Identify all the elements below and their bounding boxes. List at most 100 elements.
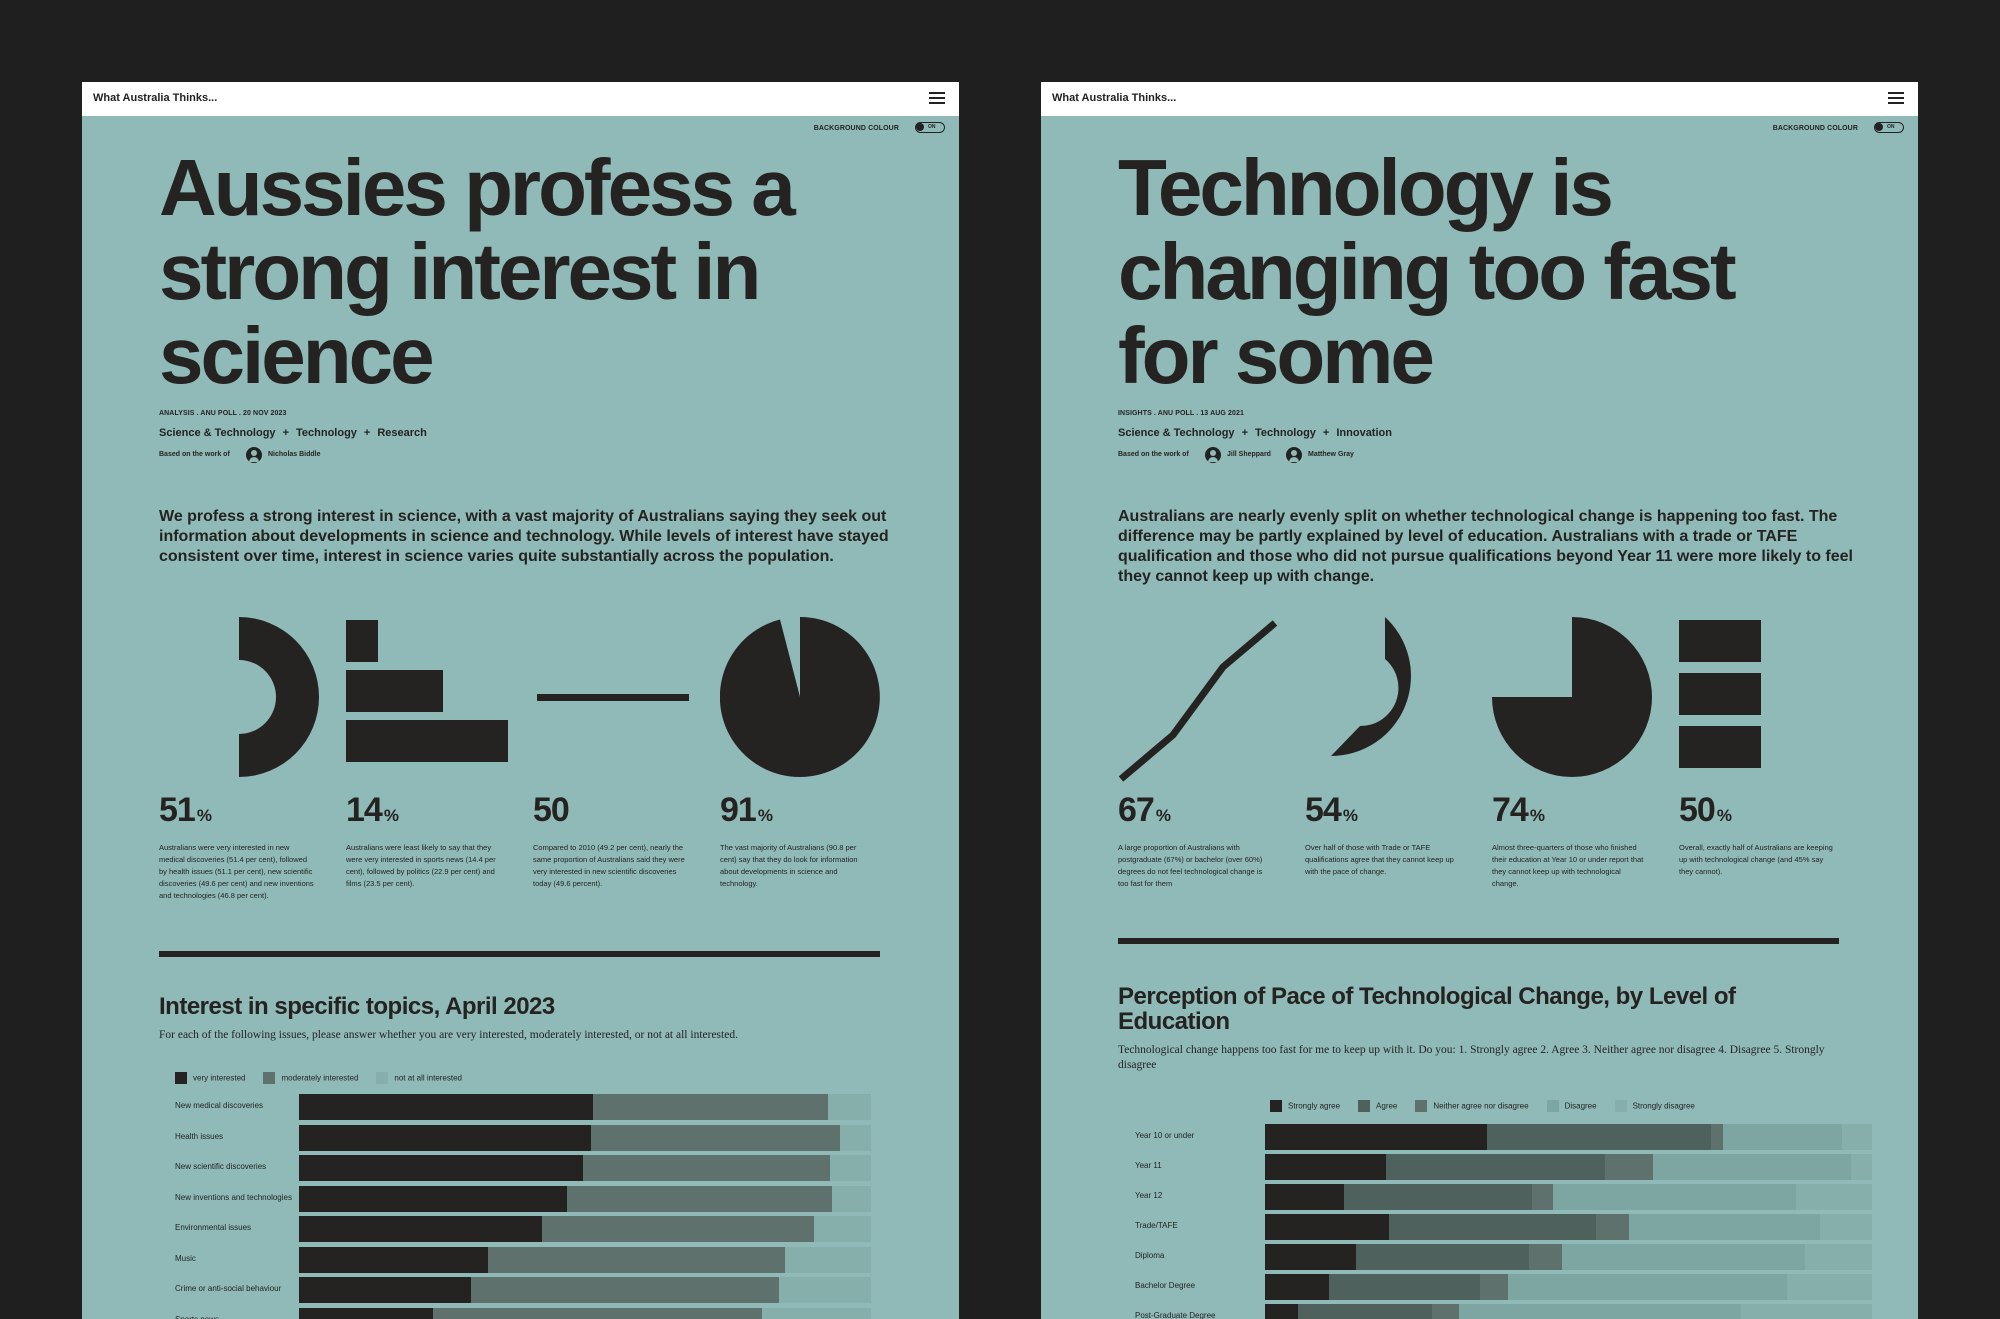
bar-segment bbox=[1265, 1154, 1387, 1180]
chart-row: Year 11 bbox=[1135, 1154, 1872, 1180]
stacked-bar bbox=[299, 1185, 871, 1212]
stat-description: The vast majority of Australians (90.8 p… bbox=[720, 843, 858, 888]
bar-segment bbox=[299, 1155, 583, 1181]
bar-segment bbox=[1431, 1304, 1460, 1319]
bar-segment bbox=[566, 1185, 832, 1212]
stacked-bar bbox=[299, 1307, 871, 1319]
bar-segment bbox=[1389, 1214, 1596, 1240]
bar-segment bbox=[1386, 1154, 1605, 1180]
legend-swatch bbox=[1415, 1100, 1428, 1112]
stat-description: Compared to 2010 (49.2 per cent), nearly… bbox=[533, 843, 685, 888]
stat-value: 67% bbox=[1118, 791, 1171, 829]
chart-row: Diploma bbox=[1135, 1244, 1872, 1270]
stat-description: Almost three-quarters of those who finis… bbox=[1492, 843, 1644, 888]
step-bars-graphic bbox=[346, 620, 508, 762]
bar-segment bbox=[1480, 1274, 1508, 1300]
legend-swatch bbox=[376, 1072, 389, 1084]
legend-label: Agree bbox=[1376, 1101, 1398, 1111]
category-label: Crime or anti-social behaviour bbox=[175, 1284, 282, 1293]
tag-separator: + bbox=[363, 427, 371, 439]
tag-link[interactable]: Science & Technology bbox=[1118, 427, 1235, 439]
stacked-blocks-graphic bbox=[1679, 620, 1761, 768]
site-brand[interactable]: What Australia Thinks... bbox=[93, 92, 218, 104]
avatar-icon bbox=[1205, 447, 1221, 463]
bar-segment bbox=[785, 1246, 871, 1273]
title-line: science bbox=[159, 311, 435, 400]
legend-label: Strongly disagree bbox=[1632, 1101, 1695, 1111]
title-line: Technology is bbox=[1118, 143, 1614, 232]
bar-segment bbox=[593, 1094, 829, 1120]
background-colour-label: BACKGROUND COLOUR bbox=[813, 125, 899, 132]
category-label: Post-Graduate Degree bbox=[1135, 1311, 1216, 1319]
bar-segment bbox=[1711, 1124, 1724, 1150]
bar-segment bbox=[1459, 1304, 1742, 1319]
bar-segment bbox=[1265, 1124, 1487, 1150]
bar-segment bbox=[840, 1124, 871, 1151]
chart-subtitle: Technological change happens too fast fo… bbox=[1118, 1044, 1825, 1071]
toggle-switch[interactable]: ON bbox=[915, 122, 945, 133]
hamburger-menu-icon[interactable] bbox=[1888, 92, 1904, 105]
category-label: Diploma bbox=[1135, 1251, 1165, 1260]
bar-segment bbox=[299, 1307, 434, 1319]
tag-link[interactable]: Technology bbox=[296, 427, 357, 439]
bar-segment bbox=[1653, 1154, 1851, 1180]
legend-label: not at all interested bbox=[394, 1073, 463, 1083]
chart-row: Environmental issues bbox=[175, 1216, 871, 1242]
legend-item: very interested bbox=[175, 1072, 245, 1084]
toggle-switch[interactable]: ON bbox=[1874, 122, 1904, 133]
bar-segment bbox=[1356, 1244, 1530, 1270]
author-name: Nicholas Biddle bbox=[268, 451, 321, 458]
toggle-knob bbox=[1875, 123, 1883, 131]
chart-row: Crime or anti-social behaviour bbox=[175, 1277, 871, 1303]
author-name: Jill Sheppard bbox=[1227, 451, 1271, 458]
chart-row: Trade/TAFE bbox=[1135, 1214, 1872, 1240]
stat-value: 91% bbox=[720, 791, 773, 829]
category-label: New medical discoveries bbox=[175, 1101, 264, 1110]
chart-title: Interest in specific topics, April 2023 bbox=[159, 993, 555, 1020]
tag-link[interactable]: Science & Technology bbox=[159, 427, 276, 439]
category-label: Sports news bbox=[175, 1314, 220, 1319]
stacked-bar bbox=[299, 1246, 871, 1273]
bar-segment bbox=[1532, 1184, 1554, 1210]
tag-link[interactable]: Research bbox=[377, 427, 427, 439]
bar-segment bbox=[1787, 1274, 1872, 1300]
chart-subtitle: For each of the following issues, please… bbox=[159, 1029, 738, 1041]
hamburger-menu-icon[interactable] bbox=[929, 92, 945, 105]
bar-segment bbox=[1486, 1124, 1712, 1150]
title-line: Aussies profess a bbox=[159, 143, 796, 232]
category-label: Year 10 or under bbox=[1135, 1131, 1195, 1140]
bar-segment bbox=[1805, 1244, 1872, 1270]
chart-legend: Strongly agree Agree Neither agree nor dis… bbox=[1270, 1100, 1713, 1112]
bar-segment bbox=[433, 1307, 763, 1319]
stat-value: 50% bbox=[1679, 791, 1732, 829]
toggle-state: ON bbox=[928, 124, 936, 130]
chart-row: Year 12 bbox=[1135, 1184, 1872, 1210]
bar-segment bbox=[1741, 1304, 1872, 1319]
flat-line-graphic bbox=[537, 694, 689, 701]
tag-link[interactable]: Technology bbox=[1255, 427, 1316, 439]
category-label: Bachelor Degree bbox=[1135, 1281, 1196, 1290]
bar-segment bbox=[299, 1124, 592, 1151]
bar-segment bbox=[582, 1155, 831, 1181]
topic-tags: Science & Technology + Technology + Innovati… bbox=[1118, 427, 1392, 439]
section-divider bbox=[1118, 938, 1839, 944]
chart-row: Post-Graduate Degree bbox=[1135, 1304, 1872, 1319]
stacked-bar bbox=[1265, 1214, 1872, 1240]
bar-segment bbox=[299, 1246, 488, 1273]
stacked-bar bbox=[1265, 1124, 1872, 1150]
article-meta: INSIGHTS . ANU POLL . 13 AUG 2021 bbox=[1118, 410, 1244, 417]
stacked-bar bbox=[1265, 1184, 1872, 1210]
stat-value: 51% bbox=[159, 791, 212, 829]
site-brand[interactable]: What Australia Thinks... bbox=[1052, 92, 1177, 104]
category-label: Year 12 bbox=[1135, 1191, 1163, 1200]
legend-item: Disagree bbox=[1546, 1100, 1597, 1112]
stat-description: Over half of those with Trade or TAFE qu… bbox=[1305, 843, 1454, 876]
tag-link[interactable]: Innovation bbox=[1336, 427, 1392, 439]
bar-segment bbox=[1529, 1244, 1563, 1270]
bar-segment bbox=[1604, 1154, 1654, 1180]
chart-row: Sports news bbox=[175, 1307, 871, 1319]
title-line: strong interest in bbox=[159, 227, 761, 316]
bar-segment bbox=[1265, 1304, 1299, 1319]
chart-row: New inventions and technologies bbox=[175, 1185, 871, 1212]
bar-segment bbox=[1723, 1124, 1842, 1150]
